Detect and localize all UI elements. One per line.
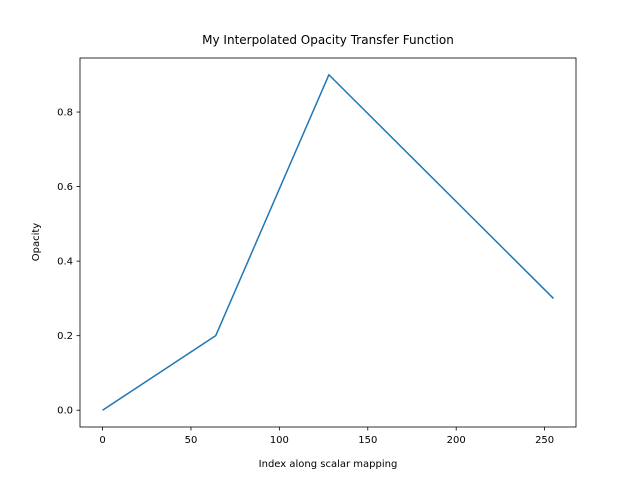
chart-title: My Interpolated Opacity Transfer Functio… [202, 33, 454, 47]
x-tick-label: 200 [447, 435, 466, 446]
x-tick-label: 100 [270, 435, 289, 446]
y-tick-label: 0.8 [57, 108, 73, 119]
x-axis-label: Index along scalar mapping [259, 459, 398, 470]
y-axis-label: Opacity [31, 223, 42, 262]
y-tick-label: 0.4 [57, 257, 73, 268]
x-tick-label: 250 [535, 435, 554, 446]
x-tick-label: 0 [99, 435, 105, 446]
x-tick-label: 150 [358, 435, 377, 446]
axes-frame [79, 57, 577, 428]
data-line [102, 74, 554, 411]
x-tick-label: 50 [185, 435, 198, 446]
y-tick-label: 0.6 [57, 182, 73, 193]
y-tick-label: 0.2 [57, 331, 73, 342]
y-tick-label: 0.0 [57, 406, 73, 417]
